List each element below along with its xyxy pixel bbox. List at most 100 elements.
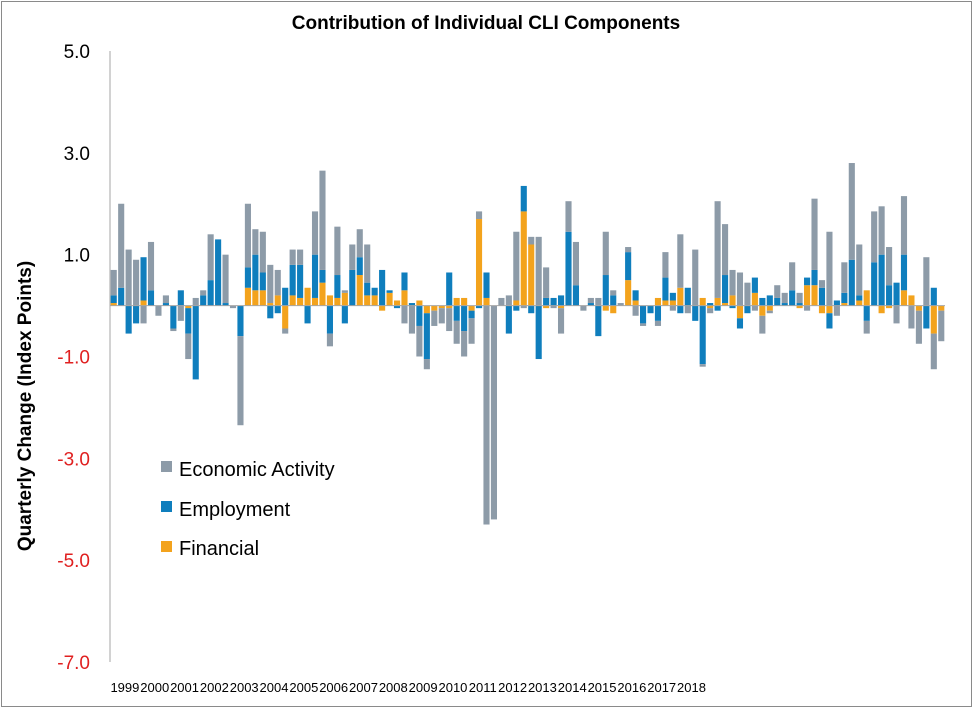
bar-economic-activity xyxy=(617,303,624,306)
bar-economic-activity xyxy=(833,305,840,316)
bar-economic-activity xyxy=(848,163,855,260)
bar-economic-activity xyxy=(699,364,706,367)
bar-financial xyxy=(766,305,773,311)
x-axis-ticks: 1999 2000 2001 2002 2003 2004 2005 2006 2007 2008… xyxy=(110,680,706,695)
bar-economic-activity xyxy=(550,305,557,309)
bar-financial xyxy=(431,305,438,311)
bar-economic-activity xyxy=(118,203,125,288)
bar-employment xyxy=(692,305,699,321)
bar-financial xyxy=(863,290,870,306)
legend-swatch-employment xyxy=(161,501,172,512)
bar-economic-activity xyxy=(930,333,937,370)
bar-economic-activity xyxy=(677,234,684,288)
y-tick-label: -3.0 xyxy=(57,449,90,470)
bar-economic-activity xyxy=(252,229,259,255)
legend-label-financial: Financial xyxy=(179,538,259,560)
bar-economic-activity xyxy=(751,305,758,311)
x-tick-label: 2005 xyxy=(289,680,318,695)
bar-employment xyxy=(177,290,184,306)
bar-economic-activity xyxy=(796,292,803,304)
bar-employment xyxy=(118,287,125,306)
bar-employment xyxy=(565,231,572,306)
bar-economic-activity xyxy=(781,292,788,304)
legend-swatch-financial xyxy=(161,541,172,552)
bar-employment xyxy=(528,305,535,314)
bar-financial xyxy=(900,290,908,306)
bar-economic-activity xyxy=(274,269,281,296)
chart-title: Contribution of Individual CLI Component… xyxy=(292,13,680,34)
bar-employment xyxy=(446,272,453,306)
bar-economic-activity xyxy=(140,305,147,324)
bar-economic-activity xyxy=(289,249,296,265)
bar-employment xyxy=(297,264,304,298)
bar-employment xyxy=(781,303,788,306)
bar-employment xyxy=(200,295,207,306)
bar-employment xyxy=(871,262,878,306)
x-tick-label: 2017 xyxy=(647,680,676,695)
bar-financial xyxy=(423,305,430,314)
x-tick-label: 2018 xyxy=(677,680,706,695)
bar-financial xyxy=(841,303,848,306)
bar-financial xyxy=(707,305,714,309)
bar-financial xyxy=(393,300,401,306)
bar-employment xyxy=(640,305,647,324)
bar-financial xyxy=(714,297,721,306)
bar-economic-activity xyxy=(185,333,192,360)
bar-economic-activity xyxy=(244,203,251,268)
bar-employment xyxy=(774,297,781,306)
bar-employment xyxy=(259,272,266,291)
bar-economic-activity xyxy=(595,297,602,306)
bar-economic-activity xyxy=(192,297,199,306)
bar-economic-activity xyxy=(229,305,237,309)
bar-employment xyxy=(356,257,363,276)
legend-swatch-economic-activity xyxy=(161,461,172,472)
bar-employment xyxy=(587,303,594,306)
bar-employment xyxy=(818,287,826,306)
bar-employment xyxy=(505,305,512,334)
bar-financial xyxy=(729,295,736,306)
bar-economic-activity xyxy=(483,305,490,525)
bar-employment xyxy=(535,305,542,360)
bar-employment xyxy=(222,303,229,306)
bar-economic-activity xyxy=(162,295,169,304)
bar-economic-activity xyxy=(915,310,922,344)
bar-economic-activity xyxy=(438,308,445,324)
bar-economic-activity xyxy=(565,201,572,232)
bar-financial xyxy=(289,295,296,306)
bar-economic-activity xyxy=(468,318,475,344)
bar-employment xyxy=(751,277,758,293)
bar-employment xyxy=(669,292,676,301)
bar-economic-activity xyxy=(170,328,177,332)
bar-economic-activity xyxy=(692,249,699,306)
bar-economic-activity xyxy=(572,241,580,286)
bar-financial xyxy=(722,303,729,306)
bar-economic-activity xyxy=(535,236,542,306)
bar-economic-activity xyxy=(401,305,408,324)
bar-financial xyxy=(446,305,453,309)
bar-employment xyxy=(513,305,520,311)
bar-financial xyxy=(818,305,826,314)
bar-financial xyxy=(379,305,386,311)
bar-employment xyxy=(110,295,117,304)
bar-economic-activity xyxy=(326,333,333,347)
bar-economic-activity xyxy=(736,272,744,306)
bar-employment xyxy=(647,305,654,314)
bars xyxy=(110,163,945,525)
bar-employment xyxy=(736,318,744,329)
bar-employment xyxy=(244,267,251,288)
bar-financial xyxy=(811,285,818,306)
bar-economic-activity xyxy=(133,259,140,306)
bar-economic-activity xyxy=(923,257,930,306)
bar-employment xyxy=(349,269,356,306)
bar-financial xyxy=(386,292,393,306)
bar-financial xyxy=(625,280,632,306)
y-tick-label: 5.0 xyxy=(64,42,90,63)
bar-financial xyxy=(267,303,274,306)
bar-employment xyxy=(848,259,855,306)
bar-financial xyxy=(632,300,639,306)
bar-financial xyxy=(804,285,811,306)
bar-economic-activity xyxy=(938,310,945,342)
bar-economic-activity xyxy=(610,290,617,296)
bar-economic-activity xyxy=(311,211,319,255)
bar-employment xyxy=(341,305,348,324)
